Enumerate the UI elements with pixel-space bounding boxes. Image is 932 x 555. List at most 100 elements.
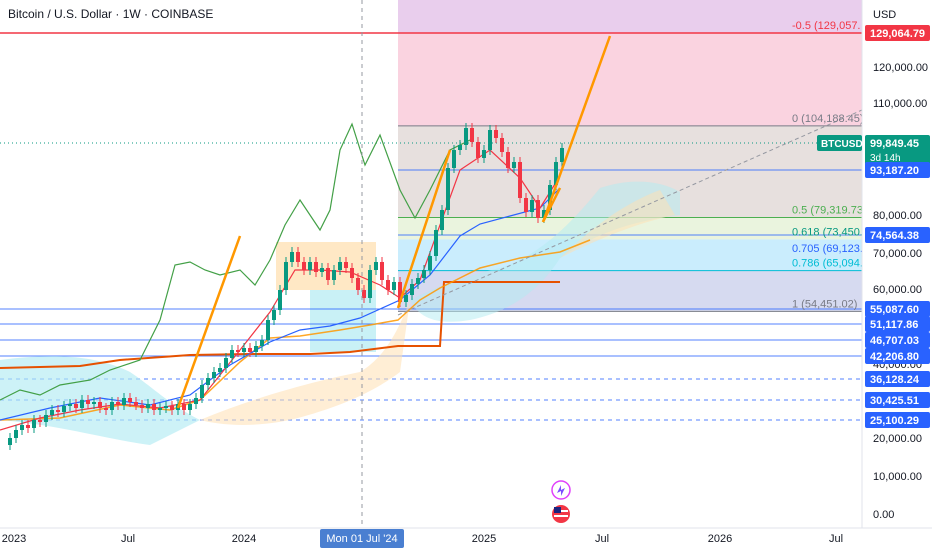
candle [218, 368, 222, 372]
time-tick-label: Jul [121, 533, 135, 545]
svg-text:BTCUSD: BTCUSD [821, 139, 863, 150]
candle [194, 398, 198, 404]
fib-level-label: 0 (104,188.45) [792, 113, 864, 125]
candle [152, 404, 156, 410]
candle [242, 348, 246, 352]
candle [356, 278, 360, 290]
fib-level-label: 0.705 (69,123. [792, 243, 863, 255]
candle [386, 280, 390, 290]
candle [122, 398, 126, 405]
candle [44, 415, 48, 422]
svg-text:3d 14h: 3d 14h [870, 153, 901, 164]
price-tag: 99,849.45 3d 14h [865, 135, 930, 165]
candle [32, 420, 36, 428]
candle [548, 185, 552, 210]
candle [164, 406, 168, 408]
price-tag: 46,707.03 [865, 332, 930, 348]
svg-text:36,128.24: 36,128.24 [870, 374, 920, 386]
candle [452, 150, 456, 168]
time-tick-label: Jul [595, 533, 609, 545]
candle [56, 410, 60, 412]
candle [512, 162, 516, 168]
time-axis[interactable]: 2023 Jul 2024 2025 Jul 2026 Jul Mon 01 Jul '24 [0, 527, 932, 550]
price-tag: 129,064.79 [865, 25, 930, 41]
candle [248, 348, 252, 352]
candle [404, 295, 408, 302]
candle [308, 262, 312, 270]
candle [110, 402, 114, 410]
candle [398, 282, 402, 302]
crosshair-date-label: Mon 01 Jul '24 [326, 533, 397, 545]
time-tick-label: 2024 [232, 533, 256, 545]
candle [554, 162, 558, 185]
candle [326, 268, 330, 280]
time-tick-label: 2025 [472, 533, 496, 545]
svg-text:46,707.03: 46,707.03 [870, 335, 919, 347]
candle [338, 262, 342, 270]
fib-level-label: 0.786 (65,094. [792, 258, 863, 270]
candle [74, 404, 78, 408]
svg-text:99,849.45: 99,849.45 [870, 138, 919, 150]
candle [80, 400, 84, 408]
price-tag: 30,425.51 [865, 392, 930, 408]
candle [500, 138, 504, 152]
candle [14, 430, 18, 438]
candle [284, 262, 288, 290]
candle [374, 262, 378, 270]
candle [8, 438, 12, 445]
price-axis[interactable]: USD 120,000.00 110,000.00 80,000.00 70,000.… [817, 0, 932, 528]
candle [524, 198, 528, 212]
price-tick-label: 80,000.00 [873, 210, 922, 222]
candle [104, 408, 108, 410]
candle [440, 210, 444, 230]
candle [530, 200, 534, 212]
candle [146, 404, 150, 408]
candle [464, 128, 468, 145]
price-tag: 36,128.24 [865, 371, 930, 387]
svg-text:129,064.79: 129,064.79 [870, 28, 925, 40]
chart-title: Bitcoin / U.S. Dollar · 1W · COINBASE [8, 7, 213, 21]
candle [68, 404, 72, 406]
events-icon[interactable] [551, 480, 571, 500]
candle [170, 406, 174, 410]
candle [128, 398, 132, 402]
candle [86, 400, 90, 404]
svg-text:30,425.51: 30,425.51 [870, 395, 919, 407]
price-tick-label: 70,000.00 [873, 248, 922, 260]
candle [476, 142, 480, 158]
svg-text:74,564.38: 74,564.38 [870, 230, 919, 242]
candle [212, 372, 216, 378]
time-tick-label: 2023 [2, 533, 26, 545]
svg-text:25,100.29: 25,100.29 [870, 415, 919, 427]
candle [140, 405, 144, 408]
candle [560, 148, 564, 162]
price-tag: 51,117.86 [865, 316, 930, 332]
candle [416, 278, 420, 284]
candle [206, 378, 210, 385]
us-flag-icon[interactable] [552, 505, 570, 523]
candle [506, 152, 510, 168]
fib-level-label: 0.618 (73,450. [792, 226, 863, 238]
candle [98, 402, 102, 408]
candle [38, 420, 42, 422]
candle [290, 252, 294, 262]
drawings [176, 35, 863, 409]
currency-label[interactable]: USD [873, 9, 896, 21]
fib-level-label: 1 (54,451.02) [792, 298, 857, 310]
candle [446, 168, 450, 210]
candle [488, 130, 492, 150]
candle [224, 358, 228, 368]
candle [368, 270, 372, 298]
candle [320, 268, 324, 272]
svg-text:42,206.80: 42,206.80 [870, 351, 919, 363]
candlesticks [8, 123, 564, 450]
candle [254, 346, 258, 352]
price-tag: 42,206.80 [865, 348, 930, 364]
candle [362, 290, 366, 298]
candle [434, 230, 438, 256]
candle [266, 320, 270, 340]
price-tag: 25,100.29 [865, 412, 930, 428]
price-tag: 93,187.20 [865, 162, 930, 178]
